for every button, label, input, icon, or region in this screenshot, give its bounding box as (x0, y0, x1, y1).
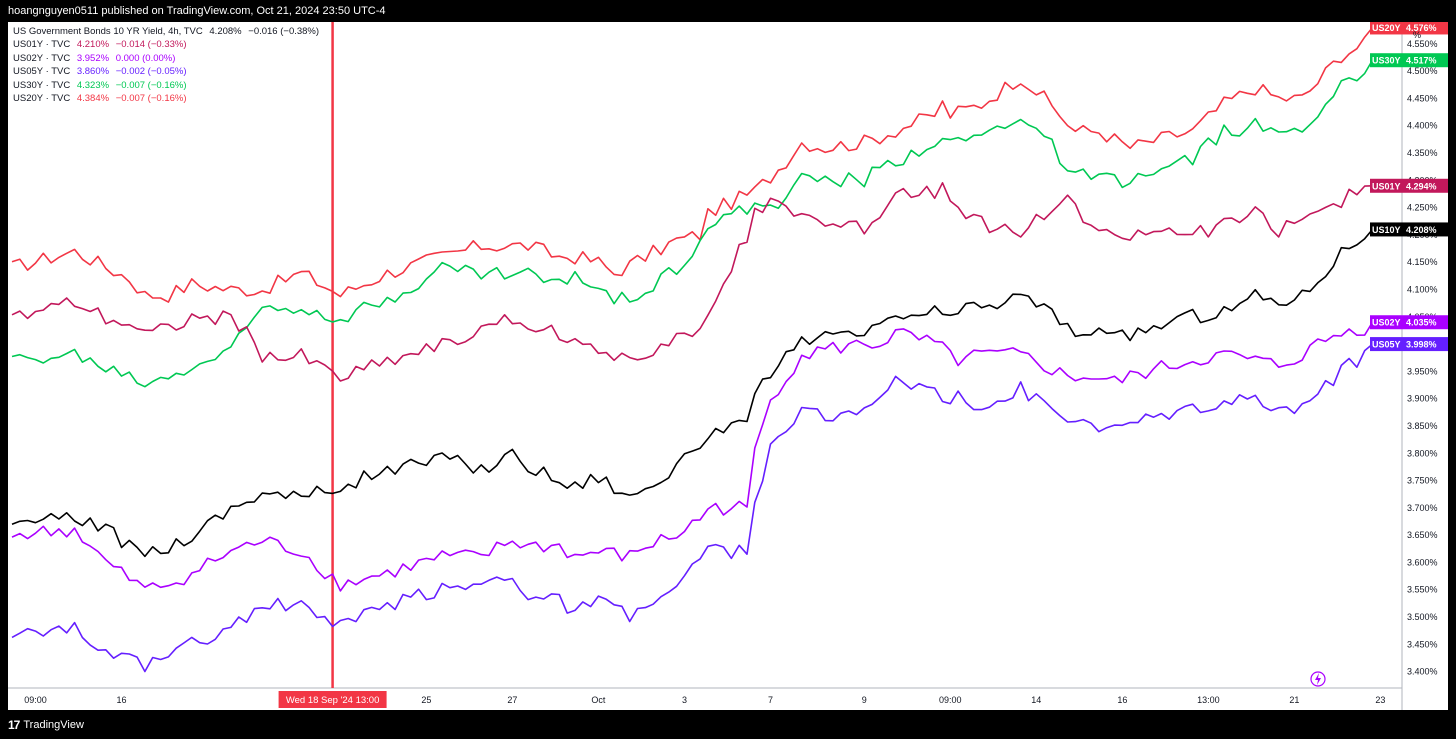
legend-value: 4.384% (76, 93, 110, 105)
price-badge-value: 3.998% (1406, 340, 1437, 350)
legend: US Government Bonds 10 YR Yield, 4h, TVC… (13, 25, 319, 105)
x-tick-label: 13:00 (1197, 695, 1220, 705)
series-line-us05y[interactable] (11, 343, 1374, 673)
series-line-us01y[interactable] (11, 182, 1373, 382)
price-badge-us05y (1370, 337, 1448, 352)
x-tick-label: 21 (1289, 695, 1299, 705)
legend-change: 0.000 (0.00%) (115, 52, 176, 64)
chart-area[interactable]: 4.550%4.500%4.450%4.400%4.350%4.300%4.25… (8, 22, 1448, 710)
price-badge-us20y (1370, 22, 1448, 35)
y-tick-label: 3.850% (1407, 421, 1438, 431)
legend-symbol: US20Y · TVC (13, 93, 71, 105)
y-tick-label: 4.400% (1407, 121, 1438, 131)
price-badge-us02y (1370, 315, 1448, 330)
price-badge-symbol: US01Y (1372, 181, 1401, 191)
legend-symbol: US02Y · TVC (13, 52, 71, 64)
price-badge-symbol: US10Y (1372, 225, 1401, 235)
y-tick-label: 4.250% (1407, 203, 1438, 213)
legend-symbol: US30Y · TVC (13, 79, 71, 91)
lightning-icon[interactable] (1310, 671, 1326, 687)
x-tick-label: 23 (1375, 695, 1385, 705)
legend-main-title: US Government Bonds 10 YR Yield, 4h, TVC (13, 26, 203, 37)
legend-main-row: US Government Bonds 10 YR Yield, 4h, TVC… (13, 25, 319, 38)
x-tick-label: 7 (768, 695, 773, 705)
legend-change: −0.014 (−0.33%) (115, 39, 187, 51)
legend-value: 3.952% (76, 52, 110, 64)
x-tick-label: 9 (862, 695, 867, 705)
legend-symbol: US01Y · TVC (13, 39, 71, 51)
price-badge-symbol: US20Y (1372, 23, 1401, 33)
series-line-us20y[interactable] (11, 26, 1374, 303)
x-tick-label: 25 (421, 695, 431, 705)
x-tick-label: 09:00 (939, 695, 962, 705)
legend-main-value: 4.208% (209, 26, 242, 37)
series-line-us02y[interactable] (11, 321, 1374, 592)
y-tick-label: 3.400% (1407, 667, 1438, 677)
y-tick-label: 3.800% (1407, 448, 1438, 458)
legend-value: 3.860% (76, 66, 110, 78)
y-tick-label: 4.450% (1407, 93, 1438, 103)
legend-row-us02y[interactable]: US02Y · TVC 3.952% 0.000 (0.00%) (13, 52, 319, 65)
series-line-us10y[interactable] (11, 228, 1374, 558)
y-tick-label: 4.100% (1407, 284, 1438, 294)
y-tick-label: 4.500% (1407, 66, 1438, 76)
footer-brand[interactable]: 17 TradingView (8, 718, 84, 732)
price-badge-symbol: US30Y (1372, 56, 1401, 66)
x-tick-label: 16 (116, 695, 126, 705)
percent-label[interactable]: % (1413, 30, 1422, 40)
y-tick-label: 3.900% (1407, 394, 1438, 404)
x-tick-label: 16 (1117, 695, 1127, 705)
y-tick-label: 3.500% (1407, 612, 1438, 622)
legend-change: −0.007 (−0.16%) (115, 79, 187, 91)
chart-svg[interactable]: 4.550%4.500%4.450%4.400%4.350%4.300%4.25… (8, 22, 1448, 710)
price-badge-us01y (1370, 178, 1448, 193)
y-tick-label: 3.750% (1407, 476, 1438, 486)
price-badge-value: 4.035% (1406, 318, 1437, 328)
legend-value: 4.323% (76, 79, 110, 91)
price-badge-us10y (1370, 222, 1448, 237)
legend-row-us30y[interactable]: US30Y · TVC 4.323% −0.007 (−0.16%) (13, 79, 319, 92)
y-tick-label: 3.450% (1407, 639, 1438, 649)
y-tick-label: 3.700% (1407, 503, 1438, 513)
crosshair-time-label: Wed 18 Sep '24 13:00 (286, 695, 380, 706)
series-line-us30y[interactable] (11, 59, 1374, 388)
legend-row-us01y[interactable]: US01Y · TVC 4.210% −0.014 (−0.33%) (13, 38, 319, 51)
y-tick-label: 4.550% (1407, 39, 1438, 49)
lightning-bolt-icon (1315, 673, 1321, 685)
crosshair-time-badge (278, 691, 387, 708)
y-tick-label: 3.650% (1407, 530, 1438, 540)
tradingview-logo-icon: 17 (8, 718, 20, 732)
price-badge-value: 4.294% (1406, 181, 1437, 191)
price-badge-symbol: US05Y (1372, 340, 1401, 350)
x-tick-label: 09:00 (24, 695, 47, 705)
y-tick-label: 3.950% (1407, 366, 1438, 376)
price-badge-value: 4.208% (1406, 225, 1437, 235)
price-badge-value: 4.517% (1406, 56, 1437, 66)
x-tick-label: 14 (1031, 695, 1041, 705)
price-badge-symbol: US02Y (1372, 318, 1401, 328)
x-tick-label: Oct (591, 695, 606, 705)
legend-change: −0.002 (−0.05%) (115, 66, 187, 78)
price-badge-us30y (1370, 53, 1448, 68)
brand-name: TradingView (23, 719, 84, 731)
legend-change: −0.007 (−0.16%) (115, 93, 187, 105)
y-tick-label: 4.150% (1407, 257, 1438, 267)
y-tick-label: 3.550% (1407, 585, 1438, 595)
y-tick-label: 4.350% (1407, 148, 1438, 158)
publish-info: hoangnguyen0511 published on TradingView… (8, 5, 386, 17)
x-tick-label: 3 (682, 695, 687, 705)
price-badge-value: 4.576% (1406, 23, 1437, 33)
x-tick-label: 27 (507, 695, 517, 705)
legend-row-us05y[interactable]: US05Y · TVC 3.860% −0.002 (−0.05%) (13, 65, 319, 78)
legend-row-us20y[interactable]: US20Y · TVC 4.384% −0.007 (−0.16%) (13, 92, 319, 105)
legend-symbol: US05Y · TVC (13, 66, 71, 78)
legend-value: 4.210% (76, 39, 110, 51)
y-tick-label: 3.600% (1407, 557, 1438, 567)
legend-main-change: −0.016 (−0.38%) (248, 26, 320, 37)
